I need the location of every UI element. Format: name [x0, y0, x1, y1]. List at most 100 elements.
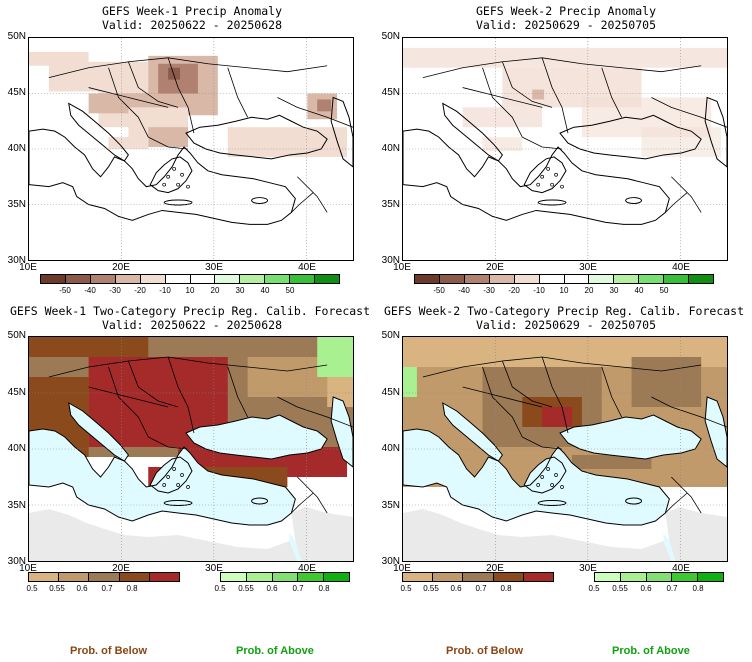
- coastline: [523, 456, 567, 494]
- anomaly-tick-label: -30: [483, 286, 495, 295]
- colorbar-swatch: [489, 275, 515, 283]
- coastline: [149, 456, 193, 494]
- country-border: [482, 366, 523, 438]
- sea-area: [442, 403, 503, 461]
- country-border: [277, 97, 353, 128]
- aegean-island: [546, 166, 550, 171]
- anomaly-tick-label: 30: [609, 286, 619, 295]
- country-border: [48, 356, 328, 378]
- above-tick-label: 0.8: [318, 584, 330, 593]
- lat-tick-label: 35N: [7, 199, 26, 210]
- colorbar-swatch: [265, 275, 291, 283]
- lat-tick-label: 35N: [381, 499, 400, 511]
- below-tick-label: 0.55: [423, 584, 439, 593]
- colorbar-swatch: [140, 275, 166, 283]
- forecast-cell: [148, 127, 189, 148]
- panel2-title: GEFS Week-2 Precip Anomaly: [475, 4, 656, 18]
- aegean-island: [560, 184, 564, 189]
- levant-land: [665, 507, 727, 561]
- colorbar-swatch: [589, 275, 615, 283]
- below-tick-label: 0.5: [400, 584, 412, 593]
- forecast-cell: [542, 407, 572, 427]
- coastline: [704, 396, 727, 468]
- lat-tick-label: 40N: [7, 143, 26, 154]
- anomaly-tick-label: 10: [185, 286, 195, 295]
- aegean-island: [540, 475, 544, 479]
- below-colorbar: [28, 572, 180, 582]
- forecast-cell: [48, 61, 149, 92]
- colorbar-swatch: [41, 275, 66, 283]
- forecast-cell: [317, 99, 332, 112]
- colorbar-swatch: [639, 275, 665, 283]
- panel4-title: GEFS Week-2 Two-Category Precip Reg. Cal…: [383, 304, 745, 318]
- lat-tick-label: 40N: [381, 143, 400, 154]
- aegean-island: [560, 485, 564, 489]
- aegean-island: [180, 172, 184, 177]
- coastline: [68, 402, 130, 462]
- colorbar-swatch: [403, 573, 434, 581]
- colorbar-swatch: [539, 275, 565, 283]
- below-tick-label: 0.55: [49, 584, 65, 593]
- anomaly-colorbar: [40, 274, 340, 284]
- forecast-cell: [168, 67, 181, 80]
- country-border: [297, 476, 328, 514]
- coastline: [149, 156, 193, 194]
- lat-tick-label: 50N: [7, 330, 26, 341]
- lon-tick-label: 30E: [579, 262, 597, 273]
- africa-land: [403, 509, 672, 561]
- lon-tick-label: 30E: [579, 563, 597, 574]
- country-border: [651, 396, 727, 428]
- coastline: [704, 96, 727, 168]
- above-tick-label: 0.5: [214, 584, 226, 593]
- sea-area: [560, 415, 702, 459]
- coastline: [330, 396, 353, 468]
- forecast-cell: [641, 127, 722, 157]
- coastline: [185, 114, 328, 160]
- anomaly-tick-label: -40: [458, 286, 470, 295]
- panel2-valid: Valid: 20250629 - 20250705: [475, 18, 656, 32]
- colorbar-swatch: [119, 573, 150, 581]
- lon-tick-label: 20E: [112, 262, 130, 273]
- colorbar-swatch: [115, 275, 141, 283]
- colorbar-swatch: [439, 275, 465, 283]
- below-tick-label: 0.8: [500, 584, 512, 593]
- aegean-island: [550, 483, 554, 487]
- aegean-island: [550, 182, 554, 187]
- aegean-island: [176, 182, 180, 187]
- aegean-island: [186, 485, 190, 489]
- above-tick-label: 0.55: [238, 584, 254, 593]
- crete-island: [163, 500, 193, 506]
- colorbar-swatch: [514, 275, 540, 283]
- forecast-cell: [227, 127, 348, 157]
- below-tick-label: 0.8: [126, 584, 138, 593]
- country-border: [601, 67, 623, 118]
- coastline: [29, 128, 296, 225]
- forecast-cell: [532, 89, 545, 100]
- sea-area: [29, 429, 296, 525]
- aegean-island: [176, 483, 180, 487]
- colorbar-swatch: [272, 573, 299, 581]
- country-border: [665, 492, 688, 514]
- colorbar-swatch: [298, 573, 325, 581]
- lat-tick-label: 50N: [381, 330, 400, 341]
- colorbar-swatch: [433, 573, 464, 581]
- aegean-island: [536, 483, 541, 487]
- country-border: [601, 366, 623, 418]
- crete-island: [537, 500, 567, 506]
- country-border: [482, 67, 523, 138]
- cyprus-island: [625, 197, 643, 205]
- country-border: [227, 366, 249, 418]
- coastline: [403, 428, 670, 526]
- below-tick-label: 0.7: [101, 584, 113, 593]
- coastline: [442, 102, 504, 162]
- forecast-cell: [29, 337, 149, 357]
- lon-tick-label: 40E: [298, 563, 316, 574]
- crete-island: [537, 199, 567, 206]
- country-border: [502, 360, 553, 408]
- forecast-cell: [247, 357, 328, 397]
- country-border: [462, 386, 543, 408]
- country-border: [541, 356, 569, 434]
- coastline: [559, 114, 702, 160]
- lon-tick-label: 40E: [298, 262, 316, 273]
- colorbar-swatch: [221, 573, 247, 581]
